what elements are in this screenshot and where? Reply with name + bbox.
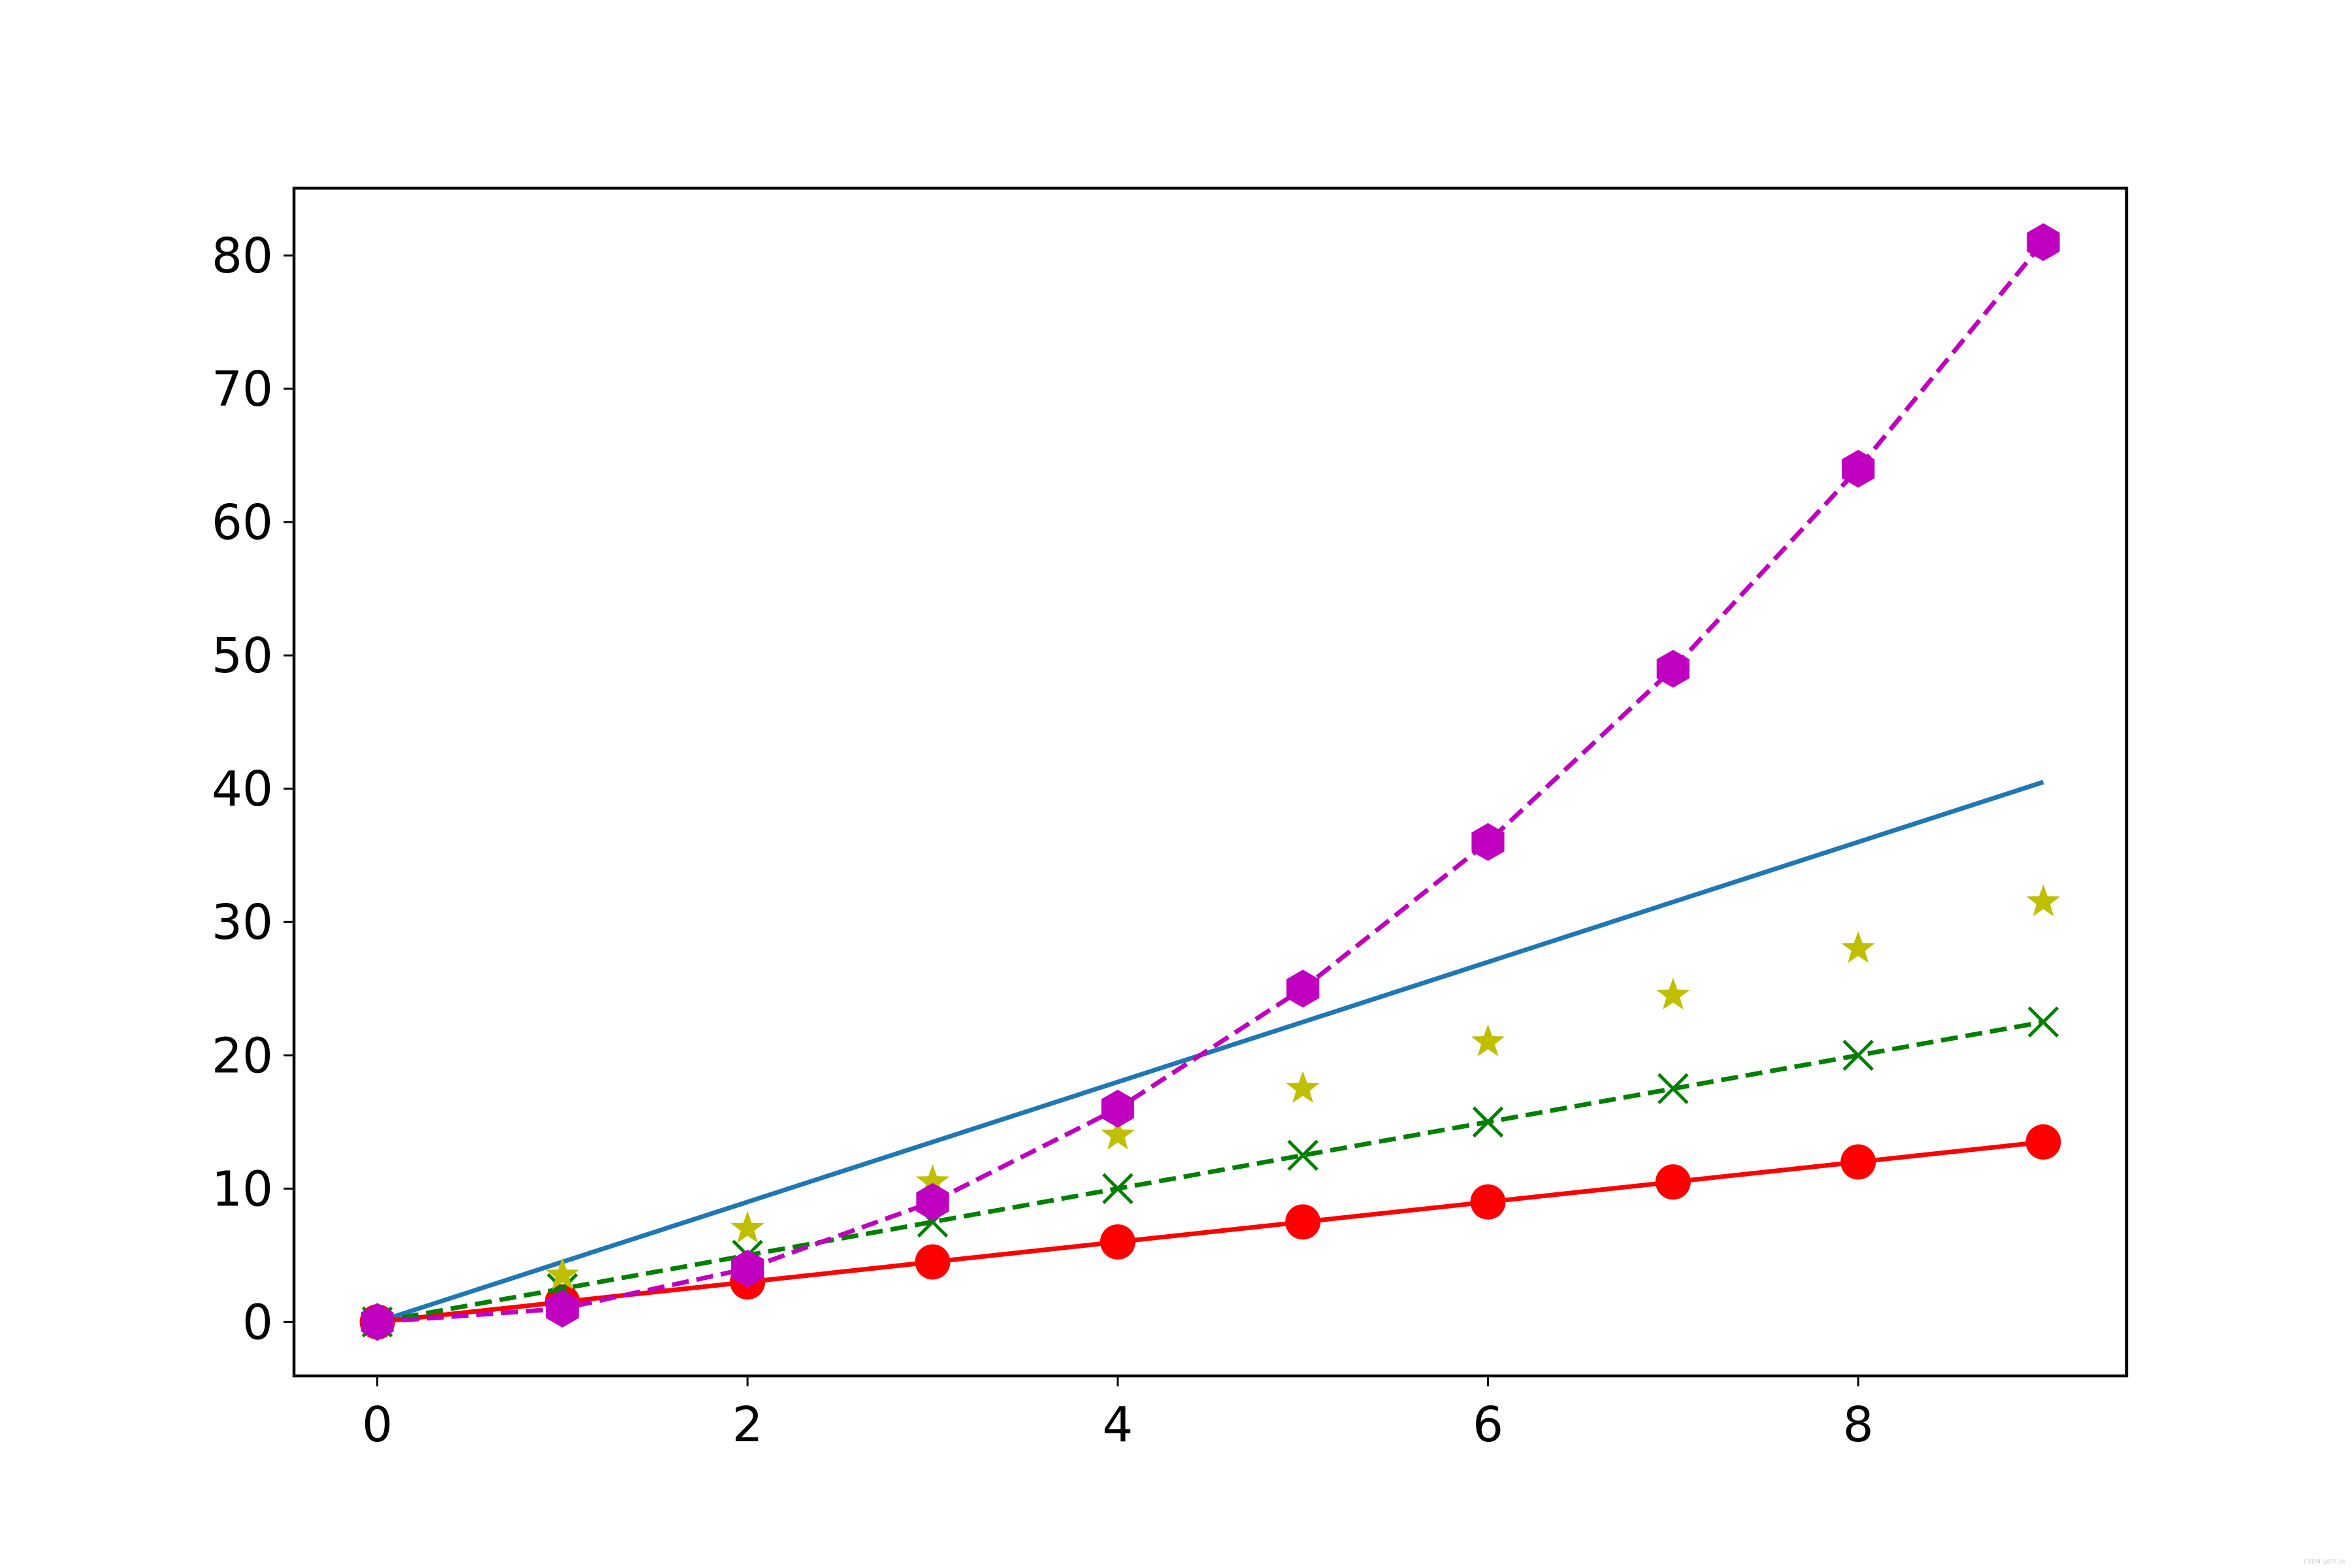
data-point: [731, 1249, 764, 1288]
data-point: [1655, 1164, 1691, 1200]
watermark: CSDN @D7.1k: [2304, 1559, 2346, 1565]
data-point: [1101, 1117, 1135, 1150]
data-point: [361, 1303, 394, 1341]
data-point: [546, 1257, 580, 1290]
y-tick-label: 60: [212, 495, 273, 551]
y-tick-label: 70: [212, 361, 273, 417]
x-tick-label: 4: [1102, 1397, 1133, 1453]
data-point: [1471, 1024, 1505, 1056]
y-tick-label: 40: [212, 761, 273, 817]
x-tick-label: 6: [1473, 1397, 1503, 1453]
data-point: [1286, 970, 1320, 1008]
axes-frame: [292, 186, 2129, 1378]
series-5: [361, 223, 2060, 1341]
data-point: [1470, 1184, 1506, 1220]
data-point: [1102, 1173, 1134, 1205]
data-point: [2025, 1124, 2061, 1160]
data-point: [915, 1164, 950, 1196]
data-point: [730, 1211, 764, 1243]
data-point: [1840, 1144, 1876, 1180]
data-point: [1842, 1039, 1874, 1071]
data-point: [1842, 449, 1875, 488]
x-tick-label: 2: [732, 1397, 763, 1453]
data-point: [1100, 1224, 1135, 1260]
series-line: [377, 1139, 2044, 1324]
data-point: [2026, 884, 2061, 917]
y-tick-label: 20: [212, 1028, 273, 1084]
series-line: [376, 1019, 2044, 1324]
y-tick-label: 30: [212, 894, 273, 951]
data-point: [1658, 1073, 1689, 1105]
data-point: [1841, 931, 1875, 963]
y-tick-label: 10: [212, 1161, 273, 1217]
data-point: [916, 1183, 949, 1221]
data-point: [1286, 1071, 1320, 1103]
y-tick-label: 80: [212, 228, 273, 284]
data-point: [1471, 823, 1505, 861]
plot-area: [359, 223, 2061, 1341]
data-point: [1656, 649, 1690, 688]
y-tick-label: 0: [242, 1294, 273, 1350]
x-tick-label: 8: [1843, 1397, 1874, 1453]
y-tick-label: 50: [212, 628, 273, 684]
data-point: [1287, 1139, 1318, 1171]
x-tick-label: 0: [362, 1397, 393, 1453]
data-point: [1472, 1106, 1504, 1138]
data-point: [2027, 1006, 2059, 1038]
series-1: [376, 779, 2044, 1324]
series-line: [377, 240, 2046, 1324]
series-line: [376, 779, 2044, 1324]
data-point: [1285, 1204, 1321, 1240]
data-point: [546, 1290, 579, 1328]
data-point: [1656, 977, 1690, 1010]
data-point: [1101, 1089, 1134, 1128]
data-point: [2027, 223, 2060, 261]
data-point: [915, 1244, 951, 1280]
